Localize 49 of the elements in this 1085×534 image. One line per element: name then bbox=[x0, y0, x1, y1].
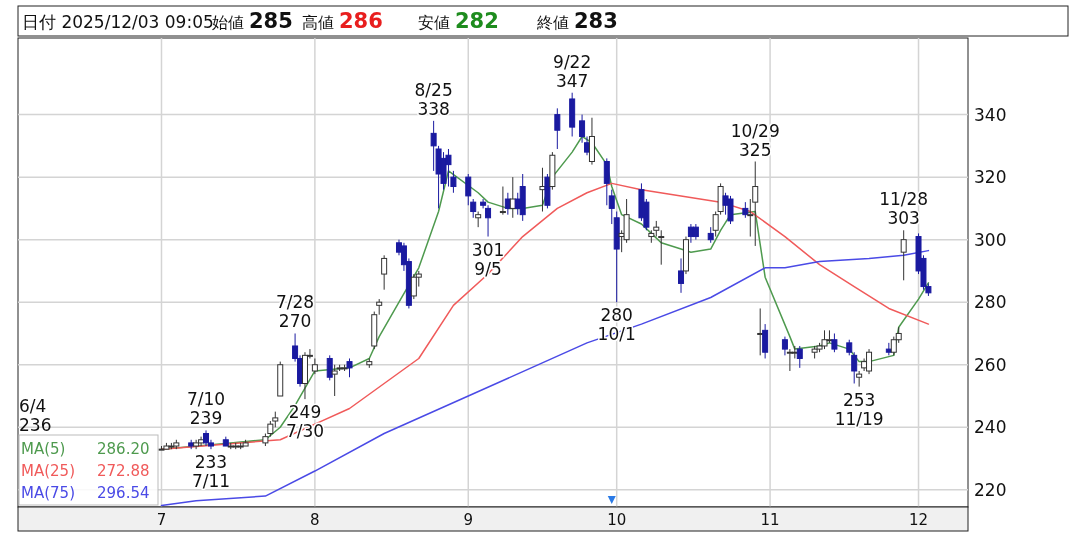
candlestick bbox=[381, 254, 388, 291]
text: MA(75) 296.54 bbox=[21, 484, 150, 502]
annotation: 7/10 239 bbox=[186, 389, 226, 429]
candlestick bbox=[900, 229, 907, 281]
annotation: 7/28 270 bbox=[275, 292, 315, 332]
candlestick bbox=[831, 332, 838, 353]
x-tick-label: 12 bbox=[908, 511, 929, 529]
candlestick bbox=[331, 364, 338, 397]
y-tick-label: 300 bbox=[974, 229, 1007, 250]
candlestick bbox=[757, 307, 764, 356]
y-tick-label: 320 bbox=[974, 167, 1007, 188]
text: MA(25) 272.88 bbox=[21, 462, 150, 480]
candlestick bbox=[499, 186, 506, 216]
text: 終値 283 bbox=[536, 9, 618, 33]
annotation: 8/25 338 bbox=[414, 79, 453, 119]
text: 安値 282 bbox=[418, 9, 499, 33]
text: 始値 285 bbox=[212, 9, 293, 33]
y-tick-label: 340 bbox=[974, 104, 1007, 125]
x-tick-label: 7 bbox=[156, 511, 167, 529]
candlestick bbox=[608, 189, 615, 225]
annotation: 9/22 347 bbox=[553, 51, 592, 91]
annotation: 253 11/19 bbox=[834, 389, 884, 429]
candlestick bbox=[786, 348, 793, 372]
annotation: 11/28 303 bbox=[879, 189, 929, 229]
candlestick bbox=[509, 176, 516, 219]
candlestick bbox=[762, 323, 769, 359]
annotation: 10/29 325 bbox=[730, 120, 780, 160]
candlestick bbox=[311, 357, 318, 375]
candlestick bbox=[554, 107, 561, 150]
candlestick bbox=[856, 370, 863, 388]
y-tick-label: 220 bbox=[974, 479, 1007, 500]
annotation: 233 7/11 bbox=[191, 452, 231, 492]
x-tick-label: 8 bbox=[310, 511, 320, 529]
candlestick bbox=[752, 161, 759, 247]
candlestick bbox=[504, 192, 511, 216]
x-tick-label: 9 bbox=[463, 511, 474, 529]
text: 高値 286 bbox=[302, 9, 383, 33]
text: MA(5) 286.20 bbox=[21, 440, 150, 458]
x-tick-label: 11 bbox=[760, 511, 780, 529]
candlestick bbox=[603, 157, 610, 206]
candlestick bbox=[851, 351, 858, 384]
x-tick-label: 10 bbox=[607, 511, 627, 529]
candlestick bbox=[678, 257, 685, 294]
annotation: 6/4 236 bbox=[19, 396, 52, 435]
y-tick-label: 280 bbox=[974, 292, 1007, 313]
y-tick-label: 260 bbox=[974, 354, 1007, 375]
candlestick bbox=[781, 336, 788, 356]
y-tick-label: 240 bbox=[974, 417, 1007, 438]
candlestick bbox=[326, 354, 333, 381]
